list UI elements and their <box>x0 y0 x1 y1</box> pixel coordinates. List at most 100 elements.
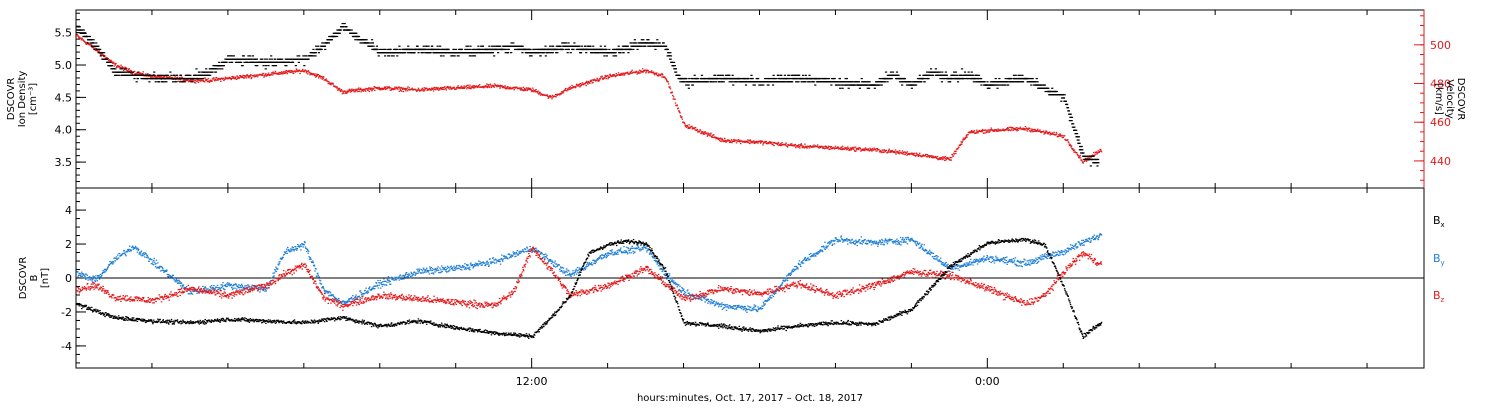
velocity-series-point <box>139 72 142 74</box>
velocity-series-point <box>708 134 710 136</box>
density-series-point <box>629 42 632 44</box>
velocity-series-point <box>109 60 111 62</box>
density-series-point <box>324 48 327 51</box>
velocity-series-point <box>368 90 371 93</box>
density-series-point <box>762 84 765 86</box>
density-series-point <box>835 84 838 86</box>
velocity-series-point <box>153 75 156 77</box>
density-series-point <box>444 48 447 51</box>
velocity-series-point <box>537 90 540 92</box>
density-series-point <box>92 42 95 44</box>
velocity-series-point <box>631 69 633 71</box>
velocity-series-point <box>790 143 793 145</box>
velocity-series-point <box>254 74 256 76</box>
density-series-point <box>123 71 126 73</box>
velocity-series-point <box>481 85 484 88</box>
velocity-series-point <box>859 148 862 150</box>
velocity-series-point <box>585 80 588 82</box>
velocity-series-point <box>976 130 978 133</box>
velocity-series-point <box>844 148 847 150</box>
velocity-series-point <box>241 76 243 78</box>
density-series-point <box>348 29 351 31</box>
velocity-series-point <box>76 34 78 37</box>
velocity-series-point <box>641 70 643 73</box>
density-series-point <box>175 81 178 83</box>
velocity-series-point <box>674 98 676 100</box>
velocity-series-point <box>440 86 442 89</box>
velocity-series-point <box>281 71 283 73</box>
velocity-series-point <box>581 82 584 84</box>
density-series-point <box>304 55 307 57</box>
velocity-series-point <box>1034 128 1036 130</box>
density-series-point <box>250 58 253 60</box>
velocity-series-point <box>550 96 553 98</box>
velocity-series-point <box>353 89 356 91</box>
density-series-point <box>769 77 772 80</box>
density-series-point <box>713 81 716 83</box>
velocity-series-point <box>373 87 375 89</box>
velocity-series-point <box>113 65 115 67</box>
velocity-series-point <box>967 133 969 136</box>
density-series-point <box>225 61 228 63</box>
velocity-series-point <box>85 42 87 44</box>
velocity-series-point <box>759 140 761 142</box>
velocity-series-point <box>688 124 690 126</box>
velocity-series-point <box>1095 151 1098 153</box>
velocity-series-point <box>594 79 597 81</box>
velocity-series-point <box>129 69 132 71</box>
velocity-series-point <box>827 145 830 147</box>
velocity-series-point <box>759 142 762 144</box>
velocity-series-point <box>374 89 376 91</box>
velocity-series-point <box>534 89 536 92</box>
velocity-series-point <box>630 70 633 73</box>
velocity-series-point <box>980 129 983 132</box>
density-series-point <box>661 45 664 47</box>
velocity-series-point <box>812 146 814 148</box>
density-series-point <box>845 77 848 80</box>
velocity-series-point <box>441 86 444 89</box>
velocity-series-point <box>82 39 85 41</box>
velocity-series-point <box>901 150 904 152</box>
velocity-series-point <box>596 77 598 79</box>
velocity-series-point <box>1011 128 1013 130</box>
velocity-series-point <box>306 71 309 73</box>
density-series-point <box>840 81 844 83</box>
velocity-series-point <box>496 86 498 88</box>
density-series-point <box>415 48 418 51</box>
velocity-series-point <box>1052 133 1055 135</box>
density-series-point <box>457 55 460 57</box>
velocity-series-point <box>194 79 196 82</box>
density-series-point <box>533 48 536 51</box>
velocity-series-point <box>910 153 913 155</box>
velocity-series-point <box>875 150 877 152</box>
density-series-point <box>630 42 633 44</box>
velocity-series-point <box>727 140 730 142</box>
velocity-series-point <box>1044 131 1047 133</box>
velocity-series-point <box>865 148 867 150</box>
density-series-point <box>783 74 786 76</box>
velocity-series-point <box>394 88 397 90</box>
velocity-series-point <box>985 131 988 134</box>
velocity-series-point <box>467 86 470 88</box>
density-series-point <box>528 48 531 51</box>
velocity-series-point <box>1012 129 1014 131</box>
velocity-series-point <box>427 88 429 90</box>
velocity-series-point <box>792 145 794 147</box>
velocity-series-point <box>471 86 474 88</box>
density-series-point <box>778 81 782 83</box>
velocity-series-point <box>240 75 242 77</box>
velocity-series-point <box>586 82 589 84</box>
velocity-series-point <box>718 137 720 140</box>
velocity-series-point <box>680 116 683 119</box>
velocity-series-point <box>117 66 119 68</box>
velocity-series-point <box>1028 130 1031 132</box>
density-series-point <box>124 68 127 70</box>
velocity-series-point <box>603 77 606 79</box>
velocity-series-point <box>248 75 251 77</box>
density-series-point <box>439 55 443 57</box>
velocity-series-point <box>698 131 701 133</box>
velocity-series-point <box>913 154 916 156</box>
velocity-series-point <box>348 91 350 93</box>
velocity-series-point <box>556 94 558 97</box>
density-series-point <box>576 48 579 51</box>
